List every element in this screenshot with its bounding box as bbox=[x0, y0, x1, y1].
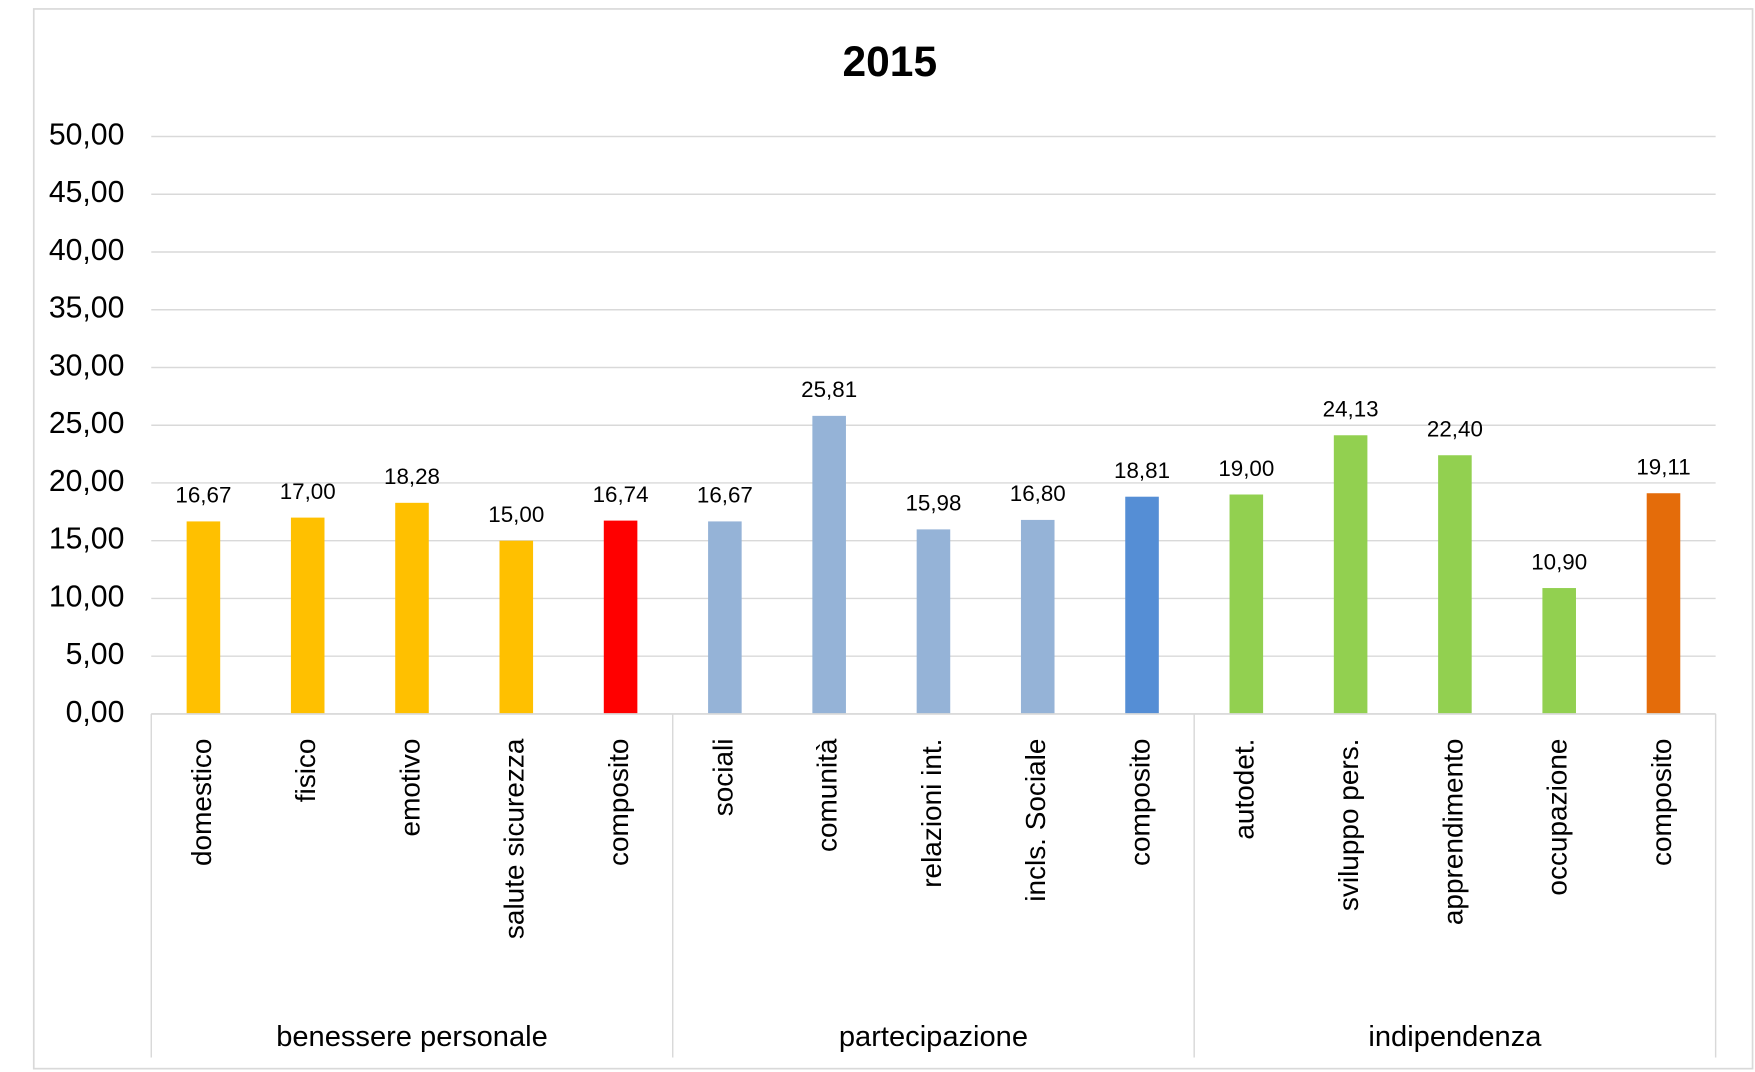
value-label: 16,67 bbox=[697, 483, 753, 508]
y-tick-label: 0,00 bbox=[66, 696, 125, 729]
x-tick-label: composito bbox=[1124, 739, 1155, 866]
x-tick-label: fisico bbox=[290, 739, 321, 803]
value-label: 16,74 bbox=[593, 482, 649, 507]
y-tick-label: 25,00 bbox=[49, 407, 125, 440]
x-tick-label: sociali bbox=[707, 739, 738, 817]
value-label: 15,00 bbox=[488, 502, 544, 527]
y-tick-label: 45,00 bbox=[49, 176, 125, 209]
bar bbox=[186, 521, 221, 714]
bar bbox=[603, 520, 638, 714]
x-tick-label: occupazione bbox=[1542, 739, 1573, 896]
value-label: 19,11 bbox=[1636, 455, 1690, 480]
bar bbox=[290, 517, 325, 714]
bar bbox=[1438, 455, 1472, 714]
value-label: 18,28 bbox=[384, 464, 440, 489]
value-label: 25,81 bbox=[801, 377, 857, 402]
x-tick-label: incls. Sociale bbox=[1020, 739, 1051, 902]
bar bbox=[1020, 519, 1055, 714]
bar bbox=[812, 415, 846, 714]
y-tick-label: 35,00 bbox=[49, 292, 125, 325]
value-label: 16,67 bbox=[175, 483, 231, 508]
value-label: 19,00 bbox=[1218, 456, 1274, 481]
bar bbox=[708, 521, 742, 714]
y-tick-label: 40,00 bbox=[49, 234, 125, 267]
x-tick-label: autodet. bbox=[1229, 739, 1260, 840]
y-tick-label: 15,00 bbox=[49, 523, 125, 556]
y-tick-label: 10,00 bbox=[49, 580, 125, 613]
x-tick-label: sviluppo pers. bbox=[1333, 739, 1364, 912]
x-tick-label: composito bbox=[603, 739, 634, 866]
x-tick-label: comunità bbox=[812, 738, 843, 852]
y-tick-label: 5,00 bbox=[66, 638, 125, 671]
bar bbox=[1333, 435, 1368, 714]
value-label: 24,13 bbox=[1323, 397, 1379, 422]
y-tick-label: 50,00 bbox=[49, 119, 125, 152]
bar bbox=[916, 529, 951, 714]
x-tick-label: domestico bbox=[186, 739, 217, 866]
x-tick-label: composito bbox=[1646, 739, 1677, 866]
x-tick-label: relazioni int. bbox=[916, 739, 947, 888]
x-tick-label: salute sicurezza bbox=[499, 738, 530, 939]
chart-title: 2015 bbox=[843, 39, 938, 86]
value-label: 15,98 bbox=[905, 491, 961, 516]
y-tick-label: 30,00 bbox=[49, 349, 125, 382]
value-label: 18,81 bbox=[1114, 458, 1170, 483]
bar bbox=[1646, 493, 1681, 714]
y-tick-label: 20,00 bbox=[49, 465, 125, 498]
bar bbox=[1125, 496, 1159, 714]
x-tick-label: apprendimento bbox=[1437, 739, 1468, 926]
bar bbox=[1542, 588, 1576, 714]
bar bbox=[499, 540, 534, 714]
value-label: 22,40 bbox=[1427, 417, 1483, 442]
bar bbox=[395, 502, 429, 714]
group-label: benessere personale bbox=[276, 1021, 548, 1053]
value-label: 10,90 bbox=[1531, 549, 1587, 574]
bar bbox=[1229, 494, 1264, 714]
value-label: 16,80 bbox=[1010, 481, 1066, 506]
x-tick-label: emotivo bbox=[394, 739, 425, 837]
group-label: indipendenza bbox=[1368, 1021, 1542, 1053]
value-label: 17,00 bbox=[280, 479, 336, 504]
group-label: partecipazione bbox=[839, 1021, 1028, 1053]
